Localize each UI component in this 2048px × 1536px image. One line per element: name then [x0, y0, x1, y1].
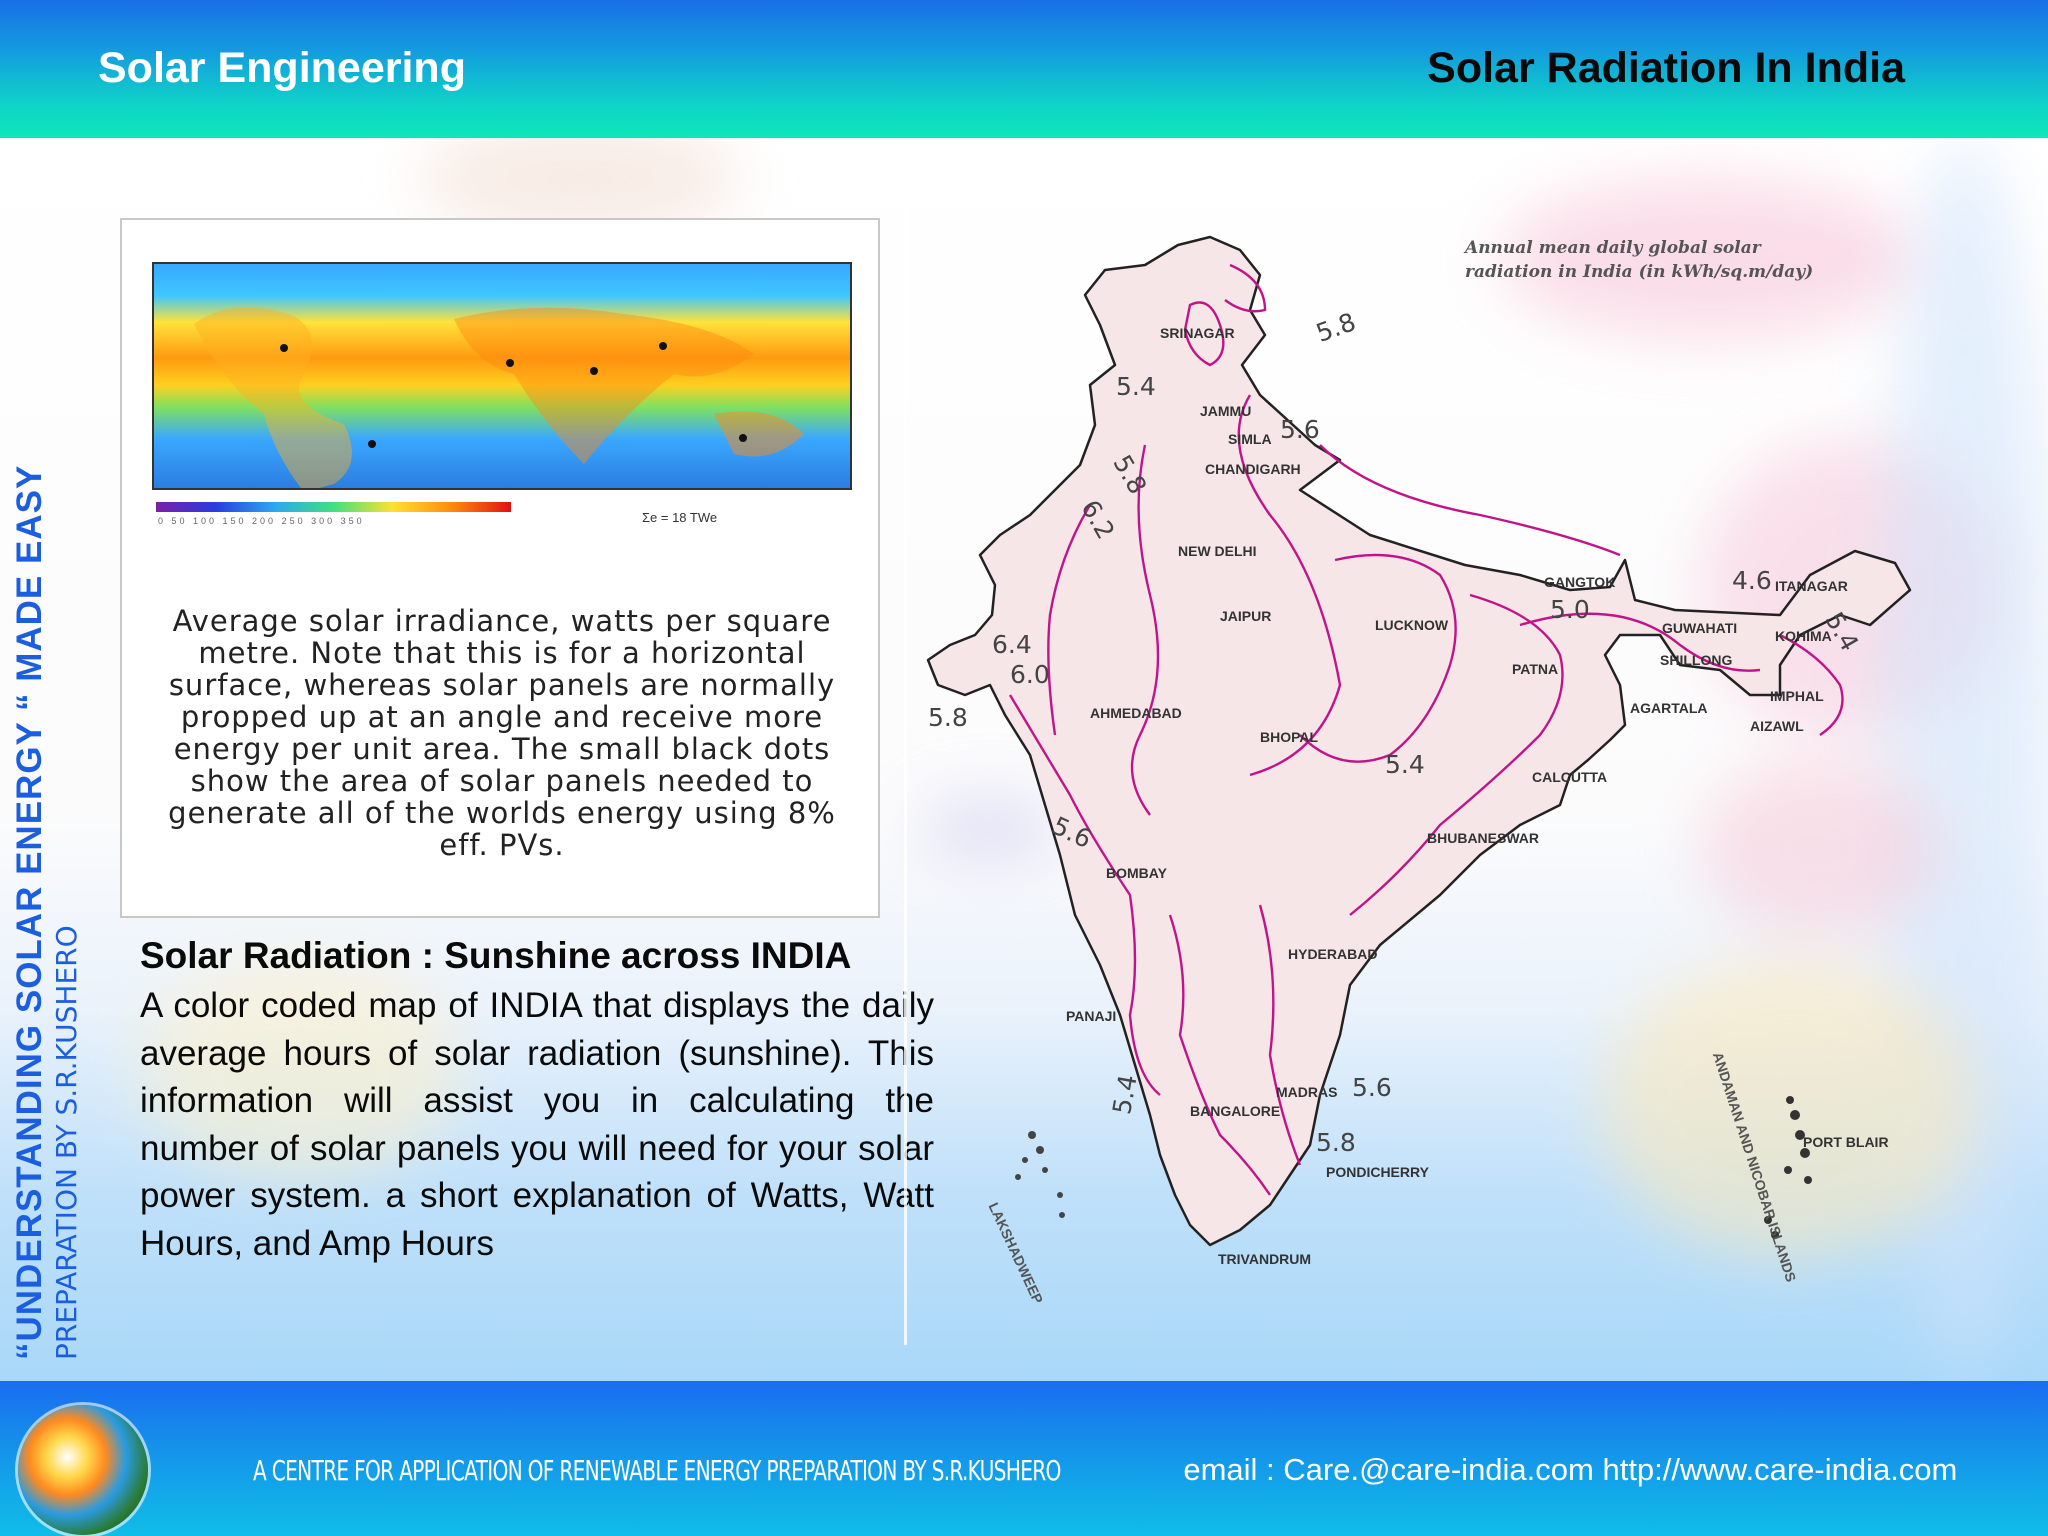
world-irradiance-map	[152, 262, 852, 490]
india-map-title-line2: radiation in India (in kWh/sq.m/day)	[1465, 262, 1814, 282]
world-continents-shape	[194, 306, 804, 488]
section-body-text: A color coded map of INDIA that displays…	[140, 986, 934, 1263]
city-label: SIMLA	[1228, 431, 1272, 447]
city-label: PONDICHERRY	[1326, 1164, 1429, 1180]
india-map-title-line1: Annual mean daily global solar	[1465, 238, 1761, 258]
isoline-value: 5.4	[1116, 372, 1156, 401]
column-divider	[904, 210, 907, 1345]
city-label: PANAJI	[1066, 1008, 1117, 1024]
city-label: PORT BLAIR	[1803, 1134, 1889, 1150]
lakshadweep-islands	[1015, 1131, 1065, 1218]
city-label: PATNA	[1512, 661, 1559, 677]
vertical-side-banner: “UNDERSTANDING SOLAR ENERGY “ MADE EASY …	[10, 465, 83, 1360]
panel-area-dot	[368, 440, 376, 448]
city-label: JAMMU	[1200, 403, 1252, 419]
isoline-value: 5.0	[1550, 595, 1590, 624]
isoline-value: 5.6	[1280, 415, 1320, 444]
india-radiation-map	[926, 235, 1912, 1247]
city-label: SRINAGAR	[1160, 325, 1235, 341]
panel-area-dot	[590, 367, 598, 375]
city-label: LUCKNOW	[1375, 617, 1449, 633]
slide-content	[0, 138, 2048, 1381]
footer-contact: email : Care.@care-india.com http://www.…	[1183, 1452, 1958, 1487]
city-label: GANGTOK	[1544, 574, 1616, 590]
india-outline	[926, 235, 1912, 1247]
city-label: BOMBAY	[1106, 865, 1167, 881]
city-label: BHOPAL	[1260, 729, 1319, 745]
isoline-value: 5.8	[1316, 1128, 1356, 1157]
footer-credits: A CENTRE FOR APPLICATION OF RENEWABLE EN…	[253, 1452, 1957, 1488]
side-banner-title: “UNDERSTANDING SOLAR ENERGY “ MADE EASY	[10, 464, 49, 1360]
irradiance-scale-labels: 0 50 100 150 200 250 300 350	[158, 516, 365, 526]
isoline-value: 5.6	[1352, 1073, 1392, 1102]
city-label: JAIPUR	[1220, 608, 1272, 624]
panel-area-dot	[280, 344, 288, 352]
city-label: IMPHAL	[1770, 688, 1824, 704]
side-banner-credit: PREPARATION BY S.R.KUSHERO	[50, 925, 83, 1360]
total-power-label: Σe = 18 TWe	[642, 510, 718, 525]
city-label: KOHIMA	[1775, 628, 1832, 644]
city-label: BANGALORE	[1190, 1103, 1281, 1119]
india-map-title: Annual mean daily global solar radiation…	[1465, 236, 1813, 284]
city-label: HYDERABAD	[1288, 946, 1378, 962]
city-label: SHILLONG	[1660, 652, 1733, 668]
panel-area-dot	[739, 434, 747, 442]
title-bar: Solar Engineering Solar Radiation In Ind…	[0, 0, 2048, 138]
city-label: CHANDIGARH	[1205, 461, 1301, 477]
andaman-islands	[1764, 1096, 1812, 1239]
city-label: NEW DELHI	[1178, 543, 1257, 559]
city-label: ITANAGAR	[1775, 578, 1848, 594]
city-label: GUWAHATI	[1662, 620, 1738, 636]
footer-bar: A CENTRE FOR APPLICATION OF RENEWABLE EN…	[0, 1381, 2048, 1536]
isoline-value: 5.8	[928, 703, 968, 732]
care-logo	[18, 1405, 148, 1535]
city-label: BHUBANESWAR	[1427, 830, 1539, 846]
irradiance-color-scale	[156, 502, 511, 512]
radiation-isolines	[1008, 263, 1844, 1196]
isoline-value: 4.6	[1732, 566, 1772, 595]
city-label: AHMEDABAD	[1090, 705, 1182, 721]
city-label: AGARTALA	[1630, 700, 1708, 716]
panel-area-dot	[506, 359, 514, 367]
section-heading: Solar Radiation : Sunshine across INDIA	[140, 935, 852, 976]
isoline-value: 6.0	[1010, 660, 1050, 689]
isoline-value: 6.4	[992, 630, 1032, 659]
city-label: MADRAS	[1276, 1084, 1338, 1100]
panel-area-dot	[659, 342, 667, 350]
city-label: CALCUTTA	[1532, 769, 1608, 785]
city-label: TRIVANDRUM	[1218, 1251, 1312, 1267]
figure-caption: Average solar irradiance, watts per squa…	[168, 604, 836, 862]
slide-title: Solar Radiation In India	[1427, 44, 1905, 92]
isoline-value: 5.4	[1385, 750, 1425, 779]
footer-org: A CENTRE FOR APPLICATION OF RENEWABLE EN…	[253, 1454, 1061, 1487]
course-title: Solar Engineering	[98, 44, 466, 92]
city-label: AIZAWL	[1750, 718, 1804, 734]
world-irradiance-figure: 0 50 100 150 200 250 300 350 Σe = 18 TWe…	[120, 218, 880, 918]
